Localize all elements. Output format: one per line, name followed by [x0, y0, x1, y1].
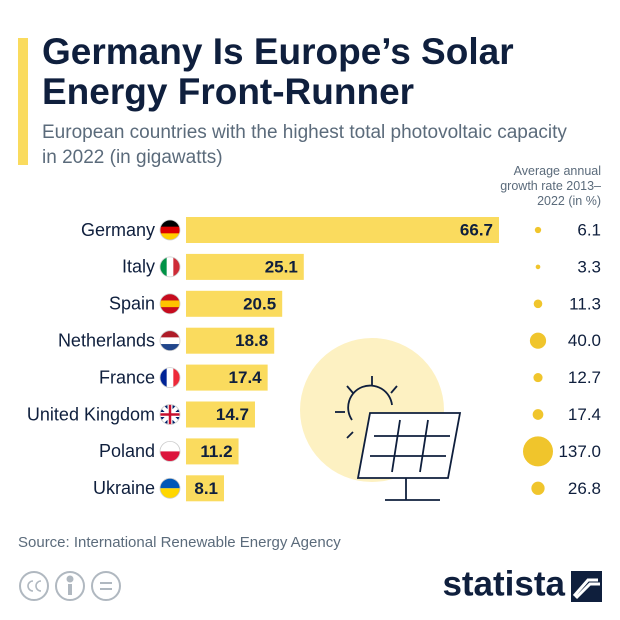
flag: [160, 330, 180, 351]
category-label: Ukraine: [93, 478, 155, 498]
growth-label: 3.3: [577, 257, 601, 276]
category-label: Netherlands: [58, 330, 155, 350]
flag-stripe: [160, 220, 180, 228]
flag: [160, 293, 180, 314]
flag-stripe: [160, 307, 180, 314]
flag: [160, 220, 180, 240]
flag-stripe: [173, 256, 180, 277]
flag-outline: [159, 219, 181, 241]
category-label: Poland: [99, 441, 155, 461]
growth-bubble: [535, 264, 541, 270]
flag-outline: [159, 293, 181, 315]
growth-label: 40.0: [568, 331, 601, 350]
growth-label: 17.4: [568, 405, 601, 424]
growth-label: 26.8: [568, 479, 601, 498]
value-label: 17.4: [229, 368, 263, 387]
bar: [186, 217, 499, 243]
growth-bubble: [533, 299, 543, 309]
flag-outline: [159, 330, 181, 352]
flag: [160, 441, 180, 462]
flag-stripe: [160, 451, 180, 462]
flag-stripe: [166, 256, 174, 277]
growth-bubble: [534, 226, 542, 234]
flag-outline: [159, 256, 181, 278]
flag-outline: [159, 477, 181, 499]
chart-subtitle: European countries with the highest tota…: [42, 122, 567, 168]
flag-stripe: [160, 330, 180, 338]
flag-stripe: [160, 367, 168, 388]
category-label: Germany: [81, 220, 155, 240]
growth-bubble: [532, 409, 544, 420]
growth-label: 11.3: [569, 294, 601, 313]
growth-label: 6.1: [577, 220, 601, 239]
growth-header: Average annual growth rate 2013–2022 (in…: [500, 164, 601, 208]
flag-outline: [159, 440, 181, 462]
flag-stripe: [160, 344, 180, 351]
flag-stripe: [166, 367, 174, 388]
flag-outline: [159, 404, 181, 425]
value-label: 8.1: [194, 479, 218, 498]
flag-stripe: [160, 337, 180, 345]
bar: [186, 475, 225, 502]
category-label: France: [99, 367, 155, 387]
brand-icon: [571, 571, 602, 602]
bar: [186, 327, 275, 354]
chart-title: Germany Is Europe’s Solar Energy Front-R…: [42, 31, 514, 112]
flag-stripe: [160, 300, 180, 308]
value-label: 18.8: [235, 331, 268, 350]
flag: [160, 256, 180, 277]
flag-stripe: [160, 478, 180, 489]
bar: [186, 253, 304, 280]
bar: [186, 290, 283, 317]
flag: [160, 367, 180, 388]
flag-stripe: [173, 367, 180, 388]
flag: [160, 404, 180, 425]
value-label: 20.5: [243, 294, 276, 313]
flag-outline: [159, 367, 181, 389]
accent-bar: [18, 38, 28, 165]
source: Source: International Renewable Energy A…: [18, 534, 341, 551]
flag-stripe: [160, 226, 180, 234]
flag-stripe: [160, 488, 180, 499]
flag-stripe: [160, 256, 168, 277]
bar: [186, 438, 239, 465]
solar-illustration: [300, 338, 462, 501]
category-label: Italy: [122, 257, 155, 277]
brand: statista: [442, 564, 565, 603]
growth-bubble: [531, 481, 545, 495]
growth-bubble: [523, 436, 553, 467]
flag: [160, 478, 180, 499]
value-label: 14.7: [216, 405, 249, 424]
growth-label: 137.0: [558, 442, 601, 461]
growth-bubble: [529, 332, 547, 349]
value-label: 66.7: [460, 220, 493, 239]
category-label: Spain: [109, 294, 155, 314]
growth-label: 12.7: [568, 368, 601, 387]
growth-bubble: [533, 373, 543, 383]
category-label: United Kingdom: [27, 404, 155, 424]
flag-stripe: [160, 233, 180, 240]
bar: [186, 364, 268, 391]
license-icons: [19, 571, 121, 601]
value-label: 11.2: [200, 442, 232, 461]
bar: [186, 401, 255, 428]
flag-cross: [160, 404, 180, 425]
flag-stripe: [160, 441, 180, 452]
value-label: 25.1: [265, 257, 298, 276]
flag-stripe: [160, 293, 180, 301]
